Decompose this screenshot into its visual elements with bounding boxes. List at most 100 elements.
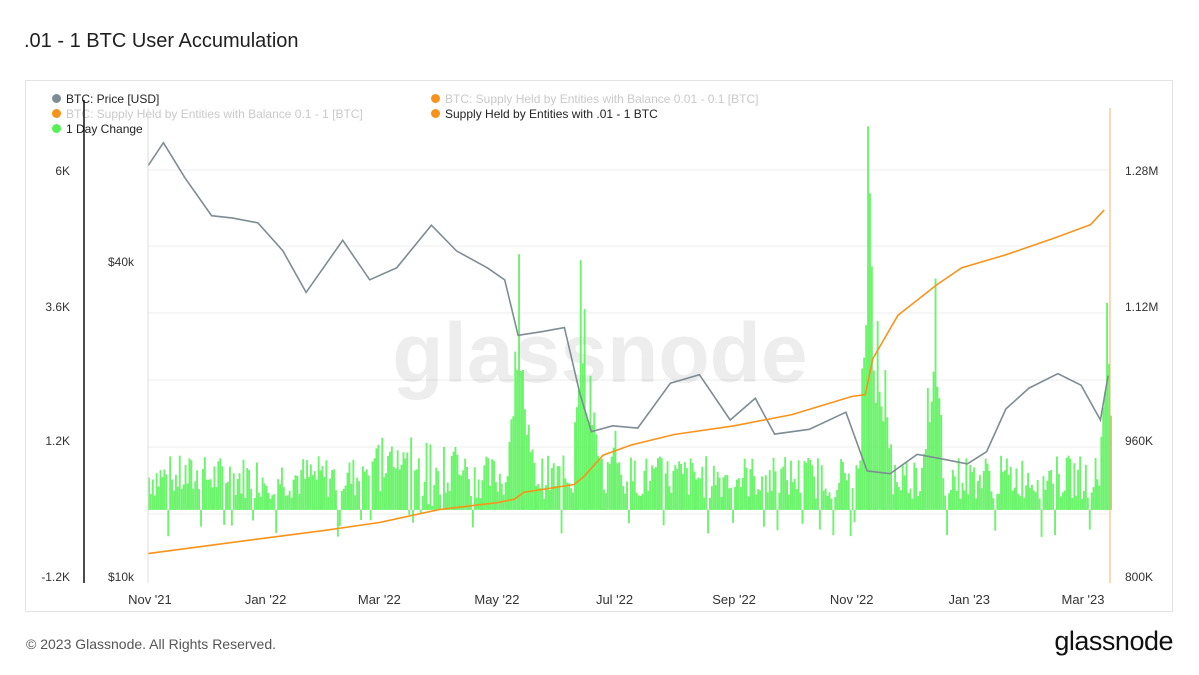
change-bar	[612, 447, 615, 510]
change-bar	[747, 496, 750, 510]
change-bar	[203, 457, 206, 510]
legend-item-supply-001-01[interactable]: BTC: Supply Held by Entities with Balanc…	[431, 92, 758, 107]
legend-dot	[431, 94, 440, 103]
change-bar	[994, 509, 997, 531]
change-axis-tick-label: 6K	[55, 164, 70, 178]
change-bar	[271, 495, 274, 510]
change-bar	[506, 476, 509, 510]
change-bar	[229, 466, 231, 510]
legend-item-supply-01-1[interactable]: BTC: Supply Held by Entities with Balanc…	[52, 107, 363, 122]
change-bar	[975, 498, 977, 510]
change-bar	[817, 458, 819, 510]
change-bar	[1086, 497, 1089, 510]
change-bar	[520, 371, 522, 510]
change-bar	[926, 388, 929, 510]
change-bar	[919, 491, 921, 510]
change-bar	[1065, 457, 1068, 510]
change-bar	[205, 479, 208, 510]
change-bar	[267, 493, 270, 510]
change-bar	[1040, 509, 1043, 537]
change-bar	[834, 496, 837, 510]
change-bar	[581, 363, 584, 510]
change-bar	[1083, 491, 1085, 510]
change-bar	[562, 455, 565, 510]
change-bar	[495, 482, 497, 510]
change-bar	[186, 483, 189, 510]
change-bar	[722, 477, 725, 510]
change-bar	[491, 459, 494, 510]
change-bar	[828, 492, 831, 510]
legend-label: BTC: Supply Held by Entities with Balanc…	[445, 92, 759, 106]
change-bar	[662, 509, 665, 526]
change-bar	[870, 266, 873, 510]
change-bar	[417, 458, 420, 510]
change-bar	[815, 498, 817, 510]
change-bar	[493, 460, 495, 510]
change-bar	[791, 482, 794, 510]
change-bar	[227, 481, 229, 510]
legend-item-supply-001-1[interactable]: Supply Held by Entities with .01 - 1 BTC	[431, 107, 658, 122]
change-bar	[412, 509, 414, 523]
change-bar	[242, 459, 245, 510]
change-bar	[830, 498, 833, 510]
change-bar	[732, 509, 734, 523]
change-bar	[1057, 474, 1060, 510]
change-bar	[238, 473, 241, 510]
change-bar	[693, 471, 696, 510]
change-bar	[402, 452, 405, 510]
change-axis-tick-label: -1.2K	[41, 570, 70, 584]
supply-axis-tick-label: 1.28M	[1125, 164, 1158, 178]
change-bar	[961, 482, 964, 510]
change-bar	[579, 260, 582, 510]
change-bar	[265, 486, 268, 510]
change-bar	[851, 488, 854, 510]
change-bar	[797, 460, 800, 510]
change-bar	[317, 456, 320, 510]
change-bar	[427, 504, 430, 510]
legend-item-btc-price[interactable]: BTC: Price [USD]	[52, 92, 159, 107]
change-bar	[387, 455, 389, 510]
legend-dot	[52, 109, 61, 118]
change-bar	[1052, 483, 1055, 510]
change-bar	[219, 458, 222, 510]
change-bar	[165, 474, 168, 510]
change-bar	[362, 466, 364, 510]
change-bar	[928, 422, 931, 510]
change-bar	[924, 449, 927, 510]
change-bar	[1081, 498, 1083, 510]
change-bar	[880, 406, 883, 510]
legend-label: Supply Held by Entities with .01 - 1 BTC	[445, 107, 658, 121]
change-bar	[460, 475, 463, 510]
change-bar	[703, 497, 706, 510]
change-bar	[842, 462, 844, 510]
change-bar	[533, 463, 536, 510]
change-bar	[246, 468, 249, 510]
change-bar	[685, 468, 688, 510]
change-bar	[527, 424, 530, 510]
change-bar	[325, 460, 328, 510]
change-bar	[367, 475, 370, 510]
change-bar	[1017, 494, 1020, 510]
change-bar	[377, 444, 380, 510]
change-bar	[217, 461, 220, 510]
change-bar	[626, 481, 628, 510]
change-bar	[840, 459, 842, 510]
legend-item-1-day-change[interactable]: 1 Day Change	[52, 122, 143, 137]
change-bar	[389, 451, 391, 510]
change-bar	[845, 480, 848, 510]
change-bar	[911, 498, 914, 510]
change-bar	[826, 495, 829, 510]
change-bar	[616, 463, 619, 510]
change-bar	[336, 509, 339, 537]
change-bar	[352, 459, 355, 510]
change-bar	[489, 485, 492, 510]
change-bar	[971, 471, 974, 510]
change-bar	[381, 437, 384, 510]
change-bar	[1071, 497, 1074, 510]
change-bar	[383, 477, 386, 510]
change-bar	[753, 476, 756, 510]
change-bar	[655, 466, 657, 510]
change-bar	[163, 469, 166, 510]
change-bar	[394, 468, 397, 510]
change-bar	[743, 458, 746, 510]
